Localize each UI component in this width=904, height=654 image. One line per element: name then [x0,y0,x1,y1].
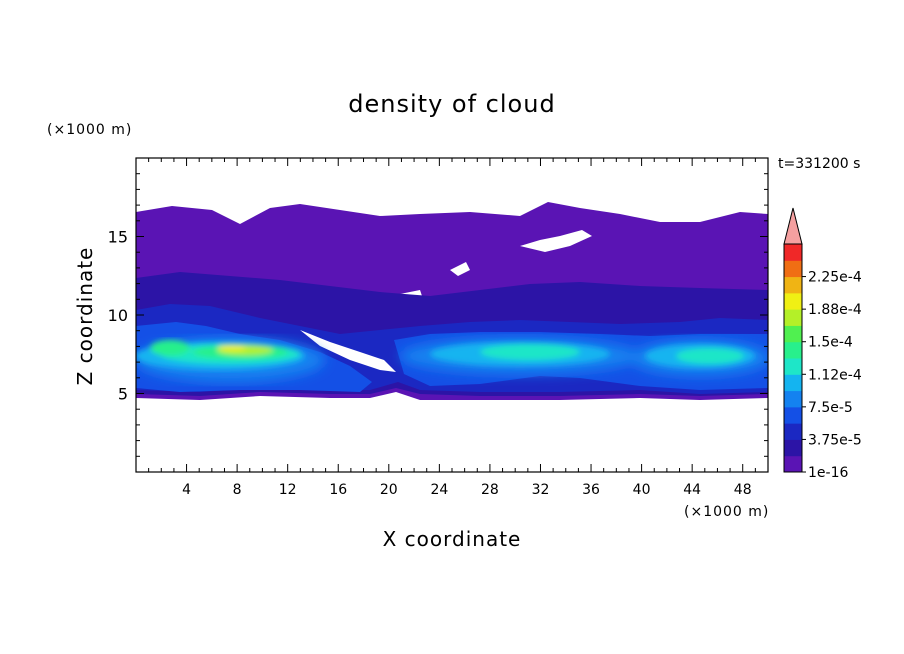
clear-hole [520,230,592,252]
x-tick-label: 24 [430,482,448,498]
y-axis-label: Z coordinate [73,247,97,386]
time-label: t=331200 s [778,156,860,172]
clear-hole [450,262,470,276]
chart-title: density of cloud [348,90,555,118]
colorbar-label: 1.88e-4 [808,302,862,318]
cloud-density-field [136,202,768,400]
x-tick-label: 40 [633,482,651,498]
clear-gap [300,330,396,372]
colorbar-swatch [784,423,802,440]
colorbar-label: 2.25e-4 [808,270,862,286]
colorbar-swatch [784,341,802,359]
colorbar-swatch [784,374,802,392]
density-core [676,348,744,364]
colorbar-label: 1.12e-4 [808,367,862,383]
x-tick-label: 28 [481,482,499,498]
density-core [150,340,190,356]
x-tick-label: 8 [233,482,242,498]
colorbar-overflow-arrow [783,207,803,245]
colorbar-label: 3.75e-5 [808,432,862,448]
x-tick-label: 32 [532,482,550,498]
colorbar-swatch [784,309,802,326]
x-tick-label: 48 [734,482,752,498]
colorbar-swatch [784,439,802,457]
colorbar-swatch [784,325,802,343]
colorbar-swatch [784,244,802,261]
colorbar-label: 7.5e-5 [808,400,853,416]
y-tick-label: 10 [108,306,128,325]
colorbar-swatch [784,406,802,424]
colorbar-label: 1.5e-4 [808,335,853,351]
x-tick-label: 44 [683,482,701,498]
colorbar-swatch [784,455,802,473]
y-tick-label: 15 [108,228,128,247]
colorbar-frame [783,243,803,473]
x-tick-label: 4 [182,482,191,498]
x-tick-label: 16 [329,482,347,498]
x-axis-label: X coordinate [383,527,522,551]
density-core [218,345,246,351]
y-unit-label: (×1000 m) [47,122,132,138]
x-tick-label: 36 [582,482,600,498]
colorbar-swatch [784,390,802,408]
colorbar-swatch [784,292,802,310]
colorbar: 1e-16 3.75e-5 7.5e-5 1.12e-4 1.5e-4 1.88e-4 2.… [783,207,862,481]
colorbar-swatch [784,260,802,278]
colorbar-label: 1e-16 [808,465,848,481]
x-tick-label: 12 [279,482,297,498]
density-core [480,344,580,360]
x-tick-label: 20 [380,482,398,498]
colorbar-swatch [784,358,802,375]
colorbar-swatch [784,276,802,294]
x-unit-label: (×1000 m) [684,504,769,520]
y-tick-label: 5 [118,385,128,404]
